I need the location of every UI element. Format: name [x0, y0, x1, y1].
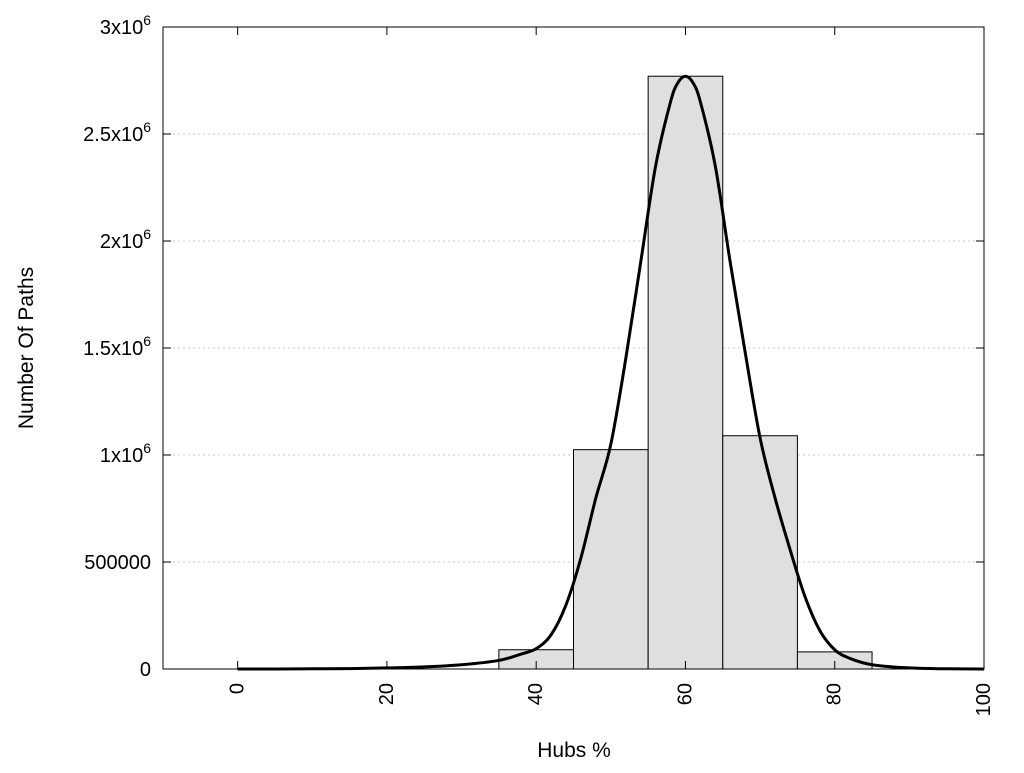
bar-50 [573, 449, 649, 670]
y-axis-label: Number Of Paths [15, 267, 38, 429]
x-axis-label: Hubs % [537, 739, 611, 762]
y-axis-ticks: 0 500000 1x106 1.5x106 2x106 2.5x106 3x106 [83, 12, 984, 681]
x-tick-label-80: 80 [824, 683, 846, 705]
x-tick-label-0: 0 [227, 683, 249, 694]
x-tick-label-100: 100 [973, 683, 995, 716]
y-tick-label-4: 2x106 [100, 226, 151, 253]
y-tick-label-6: 3x106 [100, 12, 151, 39]
y-tick-label-2: 1x106 [100, 440, 151, 467]
y-tick-label-1: 500000 [84, 552, 151, 574]
x-tick-label-60: 60 [674, 683, 696, 705]
bar-60 [647, 75, 724, 670]
y-tick-label-0: 0 [140, 659, 151, 681]
histogram-bars [498, 75, 873, 670]
x-axis-ticks: 0 20 40 60 80 100 [227, 27, 995, 716]
y-tick-label-5: 2.5x106 [83, 119, 151, 146]
fit-curve [237, 74, 985, 671]
x-tick-label-20: 20 [376, 683, 398, 705]
fit-curve-line [237, 74, 985, 671]
bar-70 [722, 435, 798, 670]
y-tick-label-3: 1.5x106 [83, 333, 151, 360]
x-tick-label-40: 40 [525, 683, 547, 705]
